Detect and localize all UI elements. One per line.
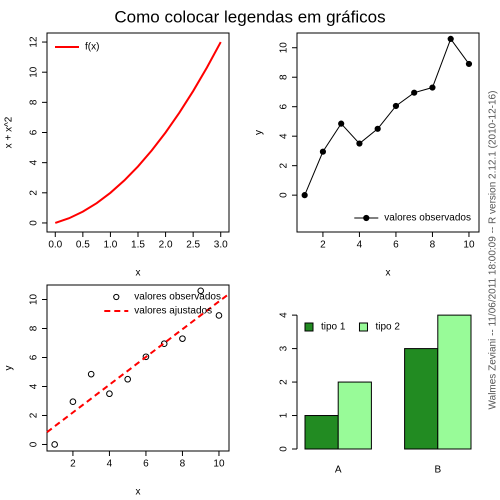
legend-swatch — [304, 322, 314, 332]
y-tick-label: 0 — [279, 446, 290, 452]
figure-title: Como colocar legendas em gráficos — [114, 7, 385, 26]
data-point — [106, 390, 113, 398]
y-tick-label: 0 — [29, 441, 40, 447]
legend-marker — [363, 214, 370, 222]
legend-label: valores observados — [134, 292, 221, 303]
data-point — [319, 148, 327, 155]
data-point — [51, 441, 58, 448]
x-tick-label: 8 — [430, 240, 436, 251]
data-point — [142, 353, 150, 361]
data-point — [465, 60, 473, 68]
y-tick-label: 10 — [29, 293, 40, 305]
y-axis-title: x + x^2 — [4, 116, 15, 148]
data-point — [392, 102, 400, 110]
y-tick-label: 4 — [29, 159, 40, 165]
legend-marker — [113, 293, 120, 301]
data-point — [411, 89, 418, 96]
x-axis-title: x — [136, 268, 141, 279]
y-tick-label: 0 — [279, 192, 290, 198]
data-point — [197, 287, 205, 295]
y-axis-title: y — [4, 366, 15, 371]
data-point — [87, 370, 95, 378]
y-tick-label: 8 — [29, 99, 40, 105]
data-point — [447, 35, 454, 42]
legend-swatch — [358, 322, 368, 332]
y-tick-label: 2 — [29, 190, 40, 196]
x-tick-label: 10 — [463, 240, 475, 251]
data-point — [356, 140, 363, 147]
series-line — [304, 37, 470, 196]
y-tick-label: 6 — [29, 129, 40, 135]
y-tick-label: 2 — [279, 162, 290, 168]
x-tick-label: 8 — [180, 459, 186, 470]
data-point — [69, 398, 77, 406]
x-tick-label: 6 — [393, 240, 399, 251]
y-tick-label: 8 — [29, 325, 40, 331]
y-tick-label: 2 — [29, 412, 40, 418]
caption: Walmes Zeviani -- 11/06/2011 18:00:09 --… — [488, 91, 499, 410]
y-tick-label: 1 — [279, 412, 290, 418]
y-tick-label: 4 — [279, 133, 290, 139]
data-point — [374, 125, 381, 132]
bar — [437, 314, 472, 450]
x-tick-label: 1.5 — [131, 240, 145, 251]
plot-box — [46, 32, 230, 233]
x-tick-label: 2.5 — [186, 240, 200, 251]
legend-label: valores ajustados — [134, 306, 212, 317]
y-tick-label: 0 — [29, 220, 40, 226]
x-axis-title: x — [386, 268, 391, 279]
x-tick-label: 3.0 — [214, 240, 228, 251]
y-tick-label: 6 — [279, 103, 290, 109]
x-tick-label: 0.5 — [76, 240, 90, 251]
x-tick-label: A — [335, 465, 342, 476]
x-tick-label: 2 — [320, 240, 326, 251]
y-tick-label: 3 — [279, 345, 290, 351]
legend-label: valores observados — [384, 213, 471, 224]
y-tick-label: 4 — [29, 383, 40, 389]
y-tick-label: 4 — [279, 312, 290, 318]
data-point — [160, 340, 168, 348]
data-point — [338, 120, 345, 127]
x-tick-label: 4 — [107, 459, 113, 470]
data-point — [179, 335, 186, 342]
x-tick-label: 1.0 — [103, 240, 117, 251]
y-tick-label: 8 — [279, 74, 290, 80]
data-point — [215, 312, 223, 319]
bar — [404, 348, 439, 450]
series-line — [54, 41, 222, 224]
data-point — [124, 375, 131, 383]
y-tick-label: 6 — [29, 354, 40, 360]
bar — [304, 415, 339, 450]
x-tick-label: 6 — [143, 459, 149, 470]
x-axis-title: x — [136, 487, 141, 498]
legend-label: tipo 1 — [321, 322, 346, 333]
x-tick-label: 0.0 — [48, 240, 62, 251]
legend-label: f(x) — [85, 42, 99, 53]
x-tick-label: 4 — [357, 240, 363, 251]
x-tick-label: 10 — [213, 459, 225, 470]
bar — [337, 381, 372, 450]
data-point — [429, 84, 436, 91]
legend-label: tipo 2 — [375, 322, 400, 333]
x-tick-label: 2 — [70, 459, 76, 470]
x-tick-label: B — [434, 465, 441, 476]
y-tick-label: 2 — [279, 379, 290, 385]
x-tick-label: 2.0 — [159, 240, 173, 251]
series-line — [46, 293, 230, 433]
y-tick-label: 10 — [29, 66, 40, 78]
data-point — [301, 192, 308, 199]
y-axis-title: y — [254, 130, 265, 135]
plot-box — [296, 32, 480, 233]
y-tick-label: 12 — [29, 36, 40, 48]
y-tick-label: 10 — [279, 42, 290, 54]
